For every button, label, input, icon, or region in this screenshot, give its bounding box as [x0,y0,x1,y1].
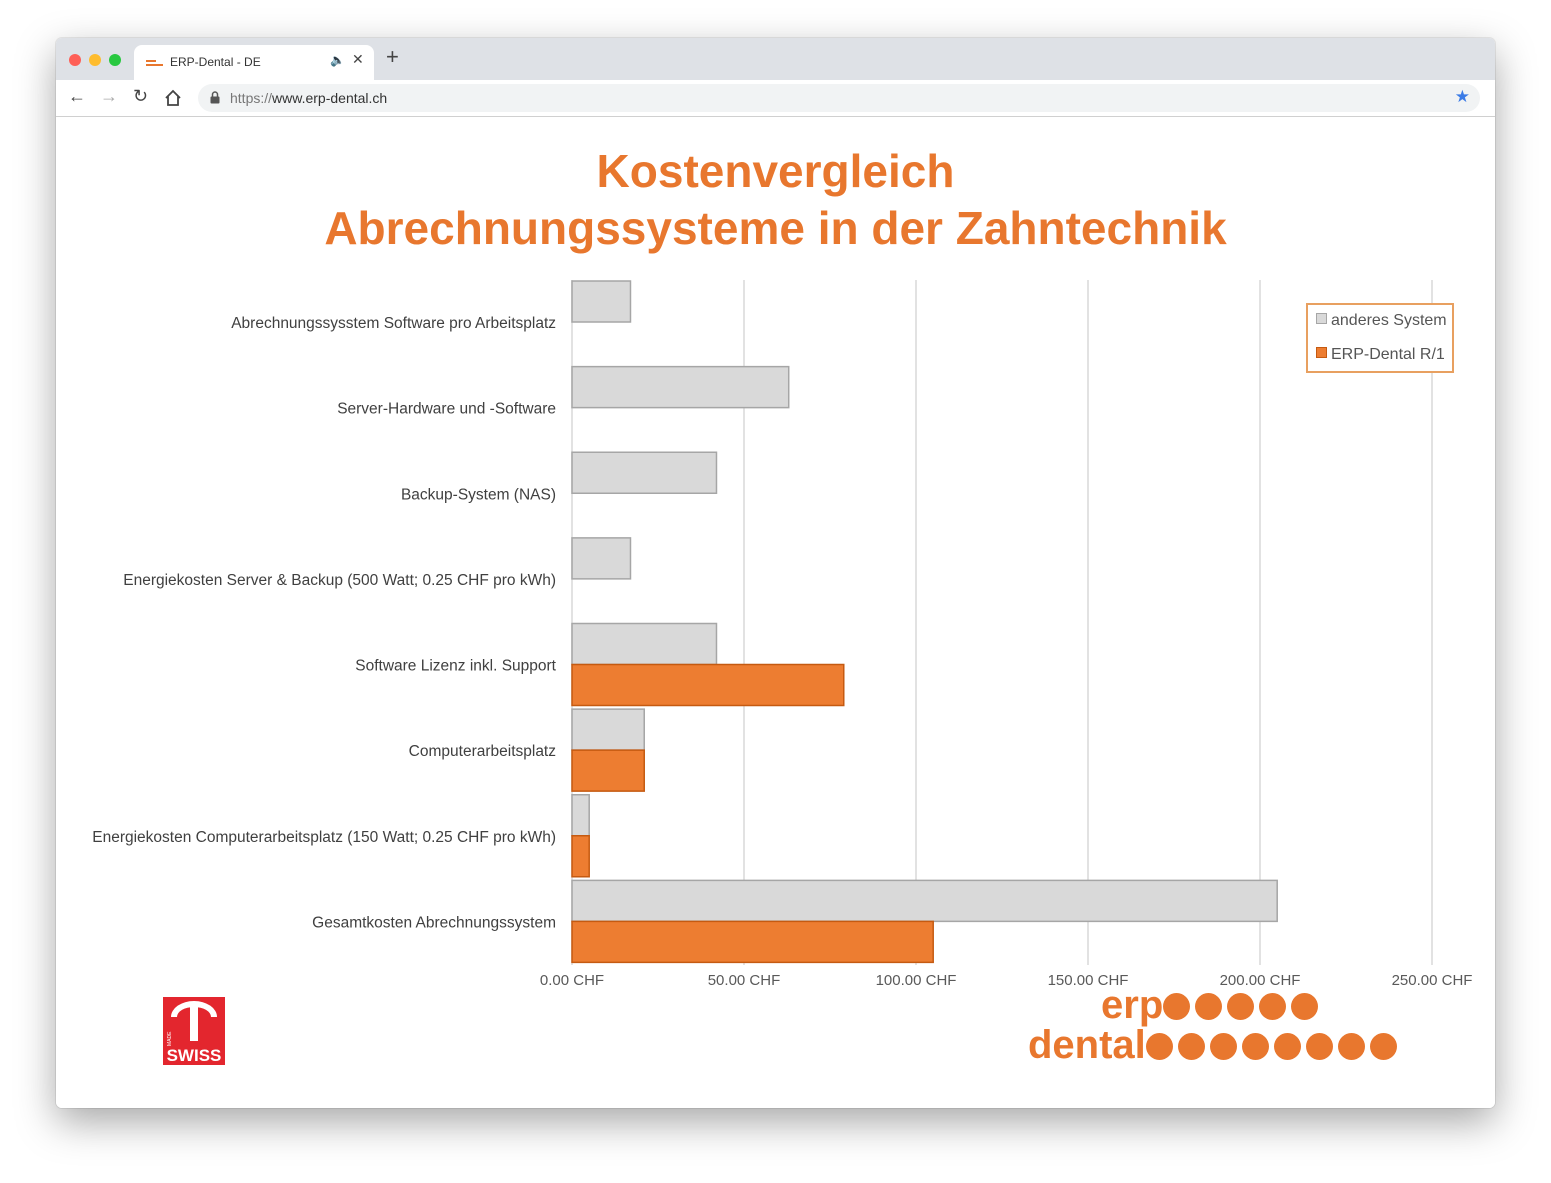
forward-arrow-icon[interactable]: → [100,86,118,106]
bar-chart: 0.00 CHF 50.00 CHF 100.00 CHF 150.00 CHF 200… [92,280,1473,989]
category-label: Gesamtkosten Abrechnungssystem [312,914,556,931]
bar-erp-dental [571,749,645,792]
legend-label: ERP-Dental R/1 [1331,346,1445,363]
home-icon[interactable] [164,89,182,107]
logo-word-dental: dental [1028,1023,1146,1067]
bar-anderes-system [571,451,718,494]
logo-dot [1273,1033,1301,1060]
logo-dot [1337,1033,1365,1060]
logo-dot [1291,993,1319,1020]
lock-icon [210,91,220,104]
window-controls [69,53,129,71]
bar-anderes-system [571,365,790,409]
bar-erp-dental [571,835,590,878]
category-label: Computerarbeitsplatz [409,743,556,760]
legend-label: anderes System [1331,312,1447,329]
logo-line-erp: erp [1028,985,1402,1025]
url-text[interactable]: https://www.erp-dental.ch [230,90,387,106]
logo-dots [1145,1023,1402,1067]
new-tab-button[interactable]: + [386,44,399,69]
bar-anderes-system [571,879,1278,923]
legend-item-anderes-system: anderes System [1316,312,1447,330]
x-tick-label: 200.00 CHF [1220,972,1301,989]
chart-title-line1: Kostenvergleich [596,145,955,197]
tab-close-icon[interactable]: ✕ [352,51,364,67]
url-protocol: https:// [230,90,273,106]
logo-dot [1163,993,1191,1020]
legend-item-erp-dental: ERP-Dental R/1 [1316,346,1445,364]
logo-word-erp: erp [1101,983,1164,1027]
erp-dental-logo: erp dental [1028,985,1402,1065]
logo-line-dental: dental [1028,1025,1402,1065]
close-window-button[interactable] [69,54,81,66]
logo-dot [1305,1033,1333,1060]
bar-erp-dental [571,663,845,707]
logo-dot [1209,1033,1237,1060]
x-tick-label: 100.00 CHF [876,972,957,989]
zoom-window-button[interactable] [109,54,121,66]
category-label: Energiekosten Computerarbeitsplatz (150 … [92,829,556,846]
bar-anderes-system [571,708,645,751]
reload-icon[interactable]: ↻ [133,86,149,106]
x-tick-label: 250.00 CHF [1392,972,1473,989]
category-label: Backup-System (NAS) [401,486,556,503]
category-label: Software Lizenz inkl. Support [355,658,556,675]
chart-title: Kostenvergleich Abrechnungssysteme in de… [56,143,1495,257]
logo-dot [1369,1033,1397,1060]
url-host: www.erp-dental.ch [272,90,388,106]
browser-toolbar: ← → ↻ https://www.erp-dental.ch ★ [56,80,1495,117]
category-label: Server-Hardware und -Software [337,401,556,418]
logo-dot [1241,1033,1269,1060]
badge-made-text: MADE [167,1031,173,1046]
legend-swatch-anderes-system [1316,313,1327,324]
bar-anderes-system [571,794,590,837]
logo-dot [1145,1033,1173,1060]
address-bar[interactable]: https://www.erp-dental.ch ★ [198,84,1480,112]
logo-dot [1177,1033,1205,1060]
x-tick-label: 0.00 CHF [540,972,604,989]
browser-tab[interactable]: ERP-Dental - DE 🔈 ✕ [134,45,374,80]
logo-dot [1195,993,1223,1020]
logo-dot [1259,993,1287,1020]
bar-anderes-system [571,622,718,666]
tab-bar: ERP-Dental - DE 🔈 ✕ + [56,38,1495,80]
chart-title-line2: Abrechnungssysteme in der Zahntechnik [324,202,1227,254]
x-tick-label: 150.00 CHF [1048,972,1129,989]
page-content: Kostenvergleich Abrechnungssysteme in de… [56,117,1495,1108]
speaker-icon[interactable]: 🔈 [330,53,345,67]
browser-window: ERP-Dental - DE 🔈 ✕ + ← → ↻ https://www.… [56,38,1495,1108]
x-tick-label: 50.00 CHF [708,972,781,989]
logo-dot [1227,993,1255,1020]
tab-title: ERP-Dental - DE [170,55,261,69]
minimize-window-button[interactable] [89,54,101,66]
logo-dots [1163,983,1323,1027]
bar-anderes-system [571,537,632,580]
badge-swiss-text: SWISS [167,1046,222,1065]
erp-favicon-icon [146,60,163,66]
bookmark-star-icon[interactable]: ★ [1454,87,1470,106]
chart-legend: anderes System ERP-Dental R/1 [1306,303,1454,373]
category-label: Abrechnungssysstem Software pro Arbeitsp… [231,315,556,332]
legend-swatch-erp-dental [1316,347,1327,358]
back-arrow-icon[interactable]: ← [68,86,86,106]
bar-erp-dental [571,920,934,964]
made-in-swiss-badge: MADE SWISS [163,997,225,1065]
category-label: Energiekosten Server & Backup (500 Watt;… [123,572,556,589]
bar-anderes-system [571,280,632,323]
